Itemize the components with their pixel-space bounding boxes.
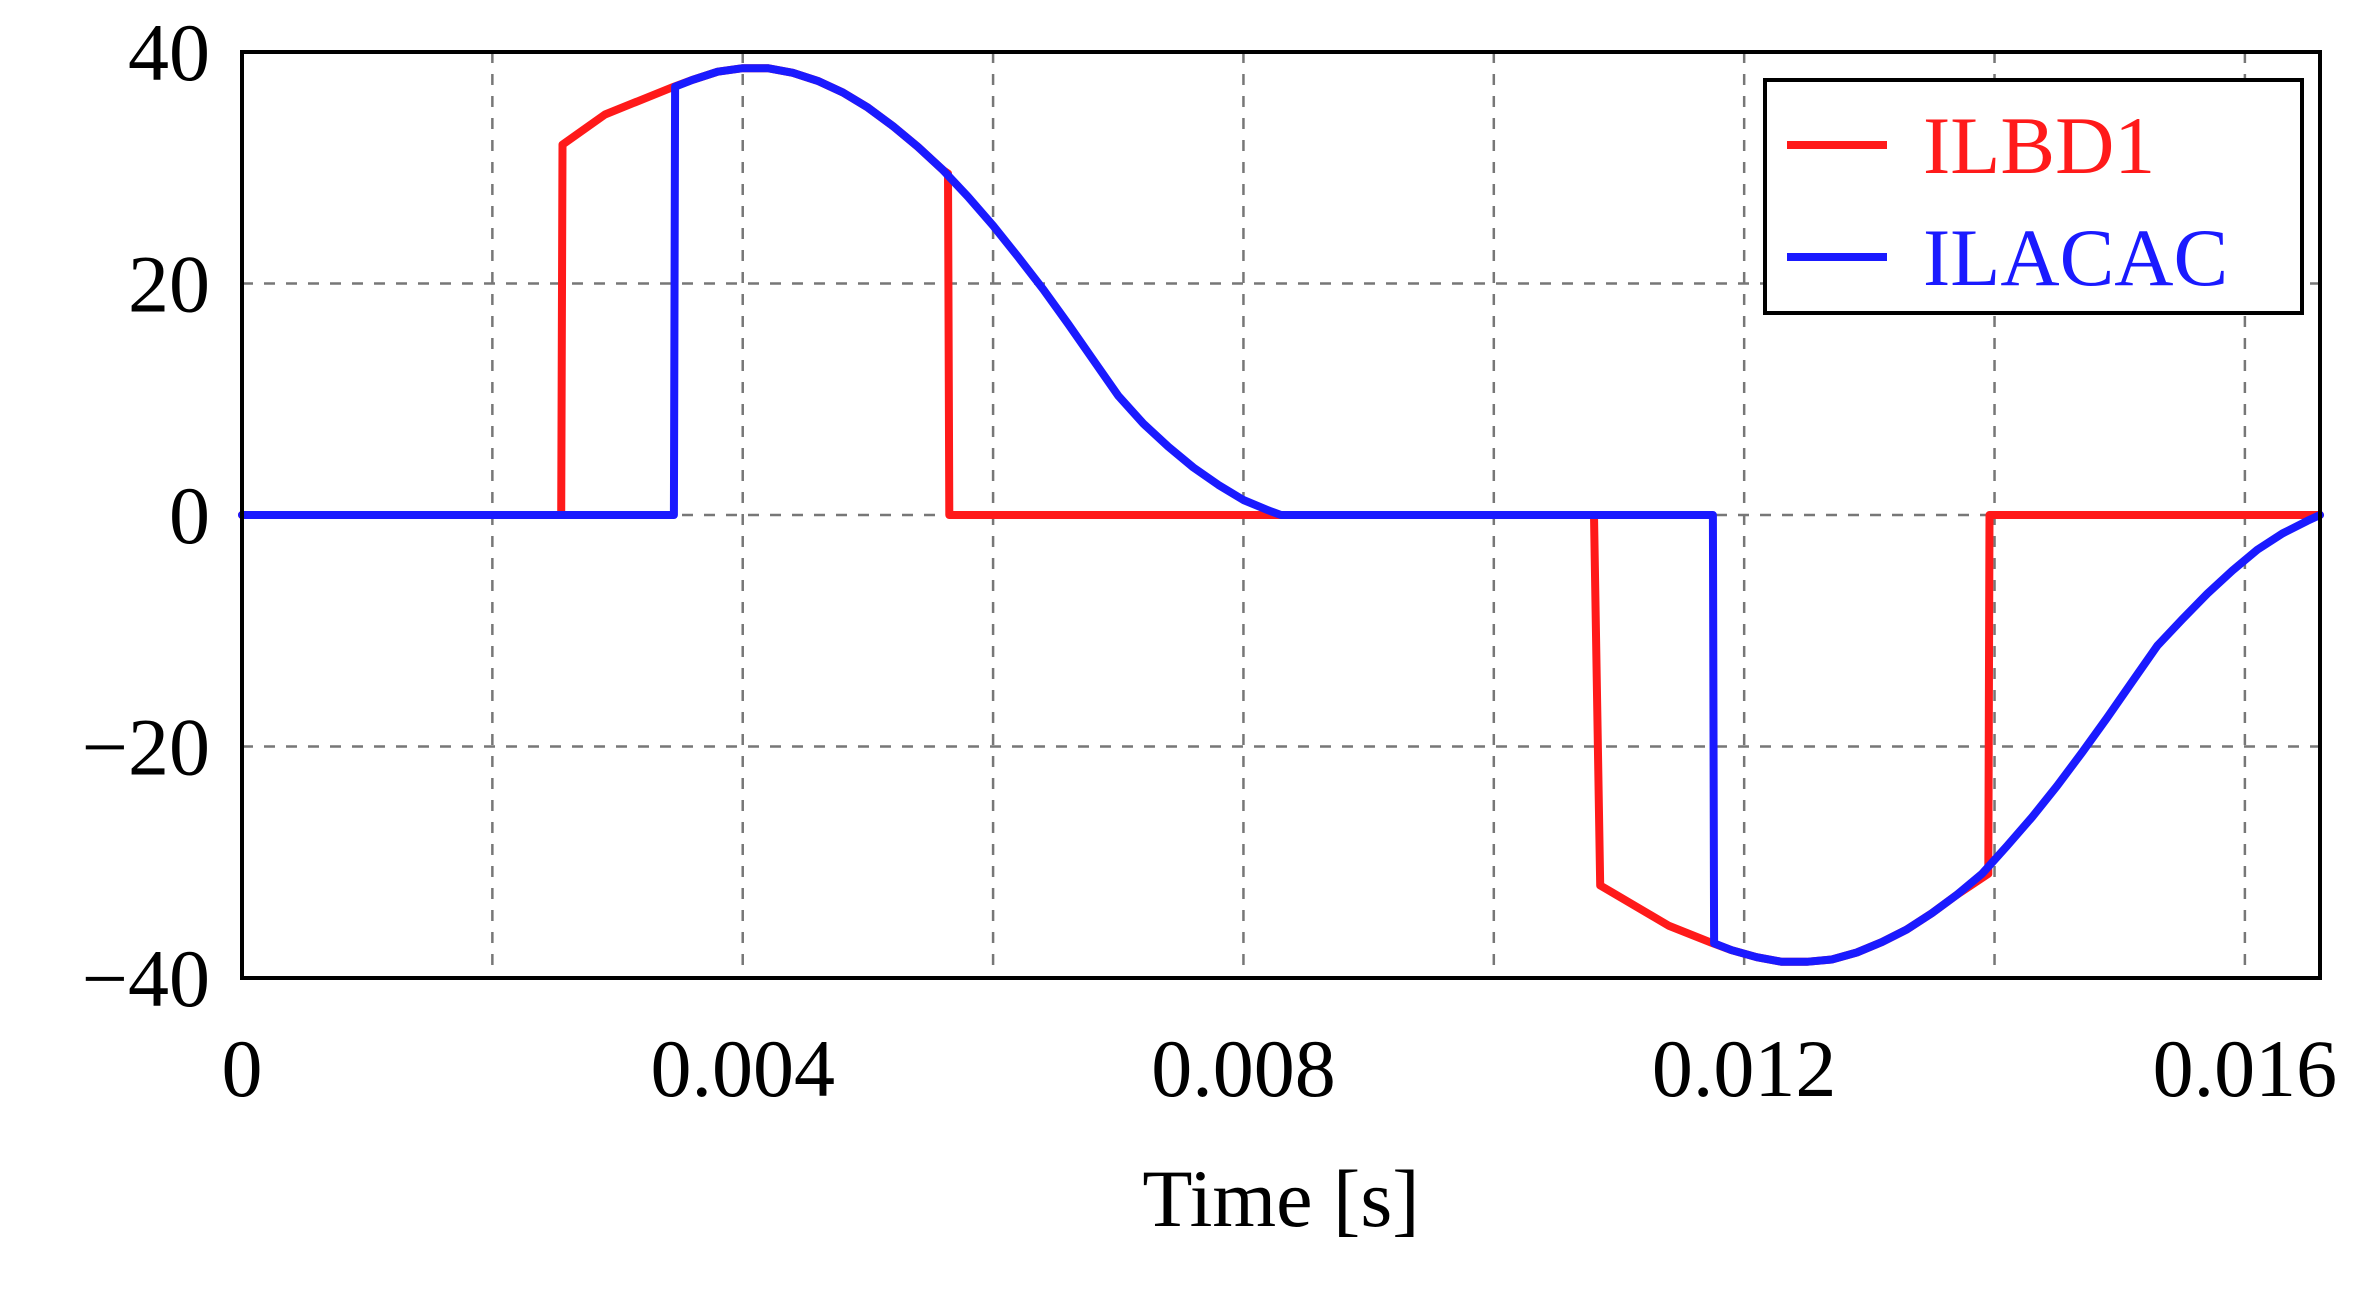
plot-frame [240, 50, 2322, 980]
legend: ILBD1 ILACAC [1763, 78, 2304, 315]
series-lines [238, 64, 2324, 966]
x-axis-ticks: 0 0.004 0.008 0.012 0.016 [222, 1023, 2338, 1114]
y-tick-label: −20 [82, 702, 210, 793]
legend-label: ILACAC [1923, 212, 2228, 303]
y-axis-ticks: 40 20 0 −20 −40 [82, 7, 210, 1024]
legend-box [1763, 78, 2304, 315]
x-tick-label: 0.004 [650, 1023, 835, 1114]
x-axis-label: Time [s] [1142, 1153, 1419, 1244]
y-tick-label: −40 [82, 933, 210, 1024]
legend-label: ILBD1 [1923, 100, 2155, 191]
series-line-ilacac [238, 64, 2324, 966]
x-tick-label: 0.012 [1652, 1023, 1837, 1114]
x-tick-label: 0.016 [2153, 1023, 2338, 1114]
y-tick-label: 40 [128, 7, 210, 98]
y-tick-label: 20 [128, 239, 210, 330]
x-tick-label: 0.008 [1151, 1023, 1336, 1114]
y-tick-label: 0 [169, 470, 210, 561]
x-tick-label: 0 [222, 1023, 263, 1114]
